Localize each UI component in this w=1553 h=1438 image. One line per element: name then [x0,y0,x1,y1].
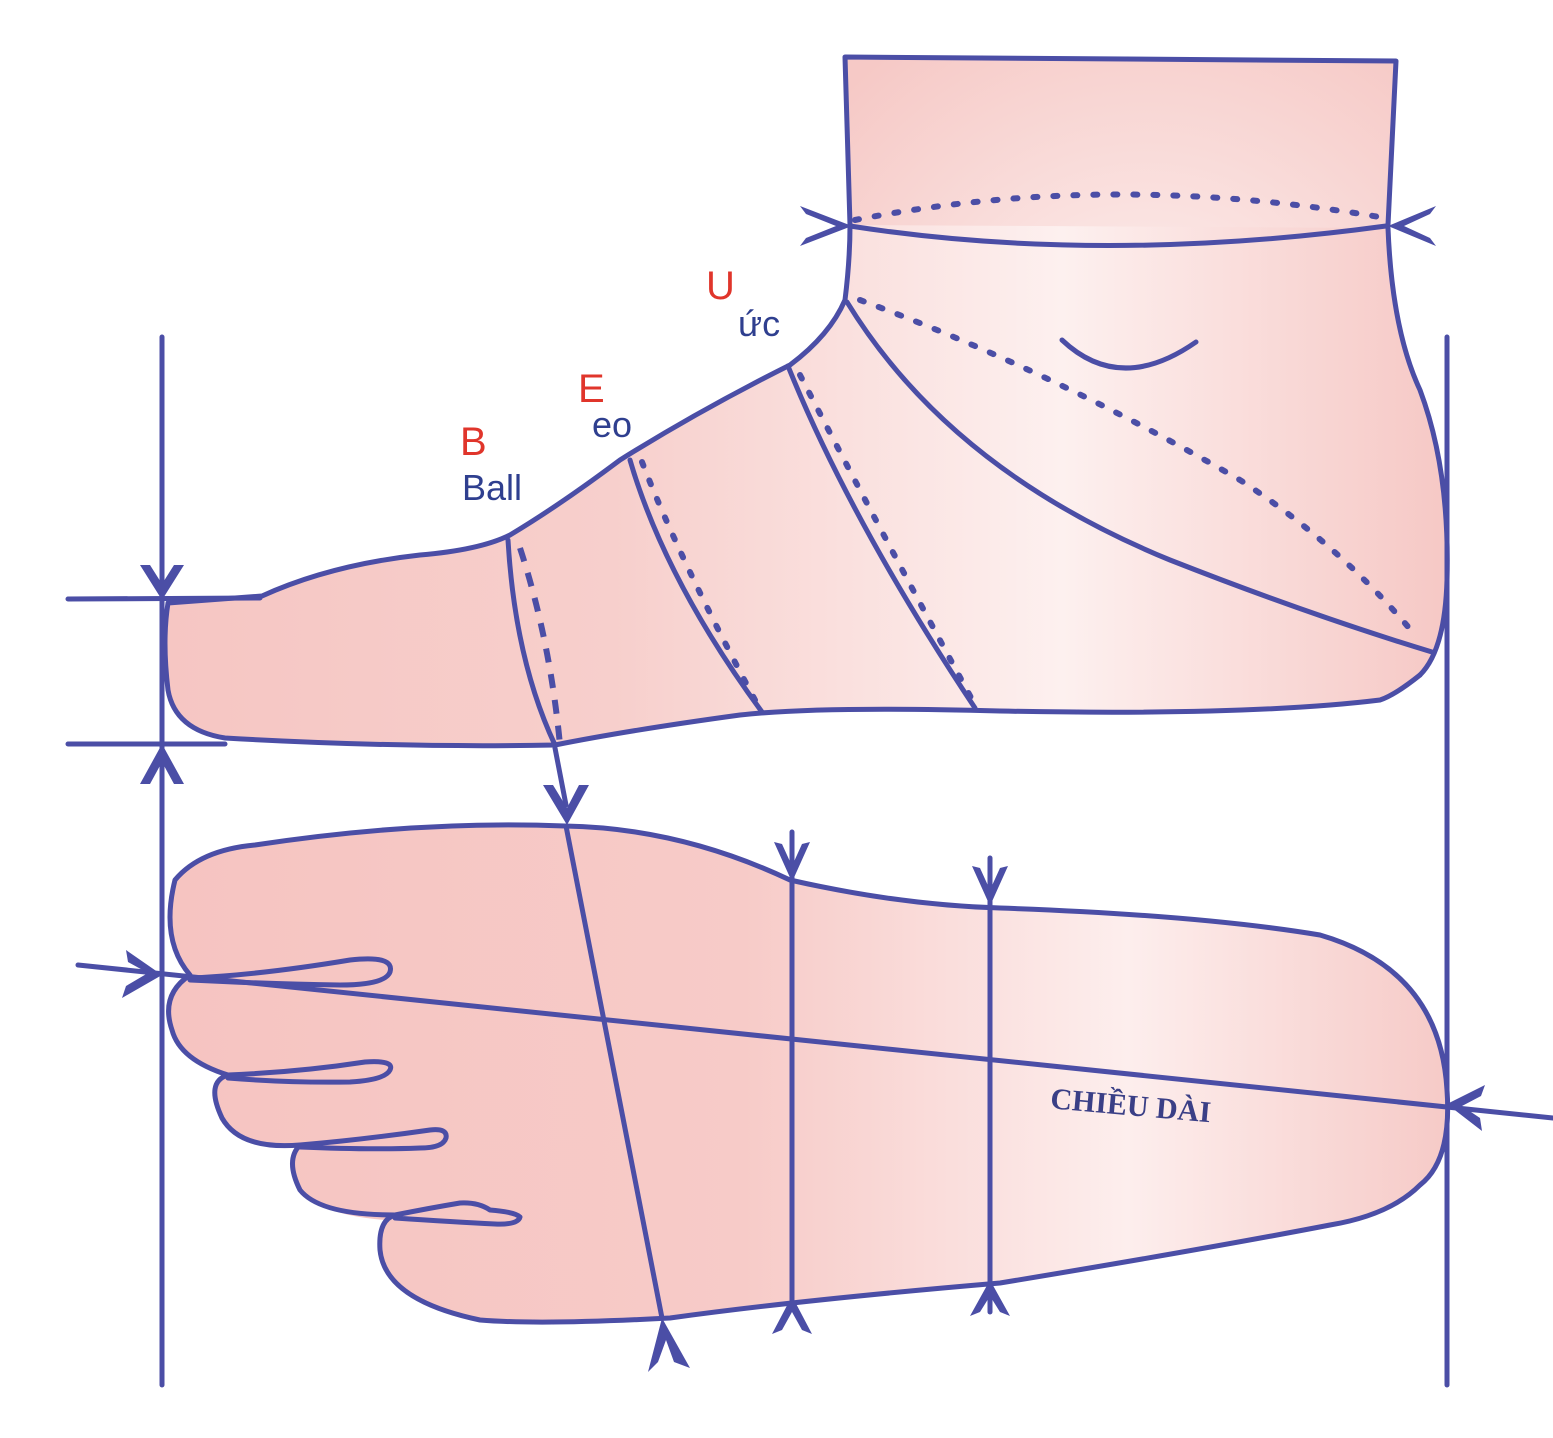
ankle-bone-curve [1059,337,1199,371]
instep-width-arrow-bottom [970,1280,1010,1316]
sole-outline [166,822,1451,1325]
length-line [75,962,1553,1121]
waist-word: eo [592,404,632,445]
waist-girth-line [627,457,765,715]
leg-outline [842,54,1399,228]
side-foot-shape [165,225,1448,746]
instep-girth-line [785,363,978,711]
sole-shape [168,824,1448,1323]
side-foot-outline [162,222,1423,749]
instep-girth-dotted [797,372,978,708]
ball-connector-line [552,745,569,808]
ankle-left-arrow [800,206,852,246]
ball-girth-line [505,537,558,748]
length-arrow-heel [1447,1085,1485,1131]
instep-letter: U [706,264,735,308]
ankle-girth-back-dotted [852,191,1388,223]
toe-gap-4 [392,1200,523,1227]
waist-girth-dotted [639,459,758,703]
heel-girth-line [844,299,1435,655]
ankle-girth-line [847,223,1389,248]
instep-width-arrow-top [972,866,1008,906]
toe-gap-3 [297,1127,449,1152]
waist-width-arrow-bottom [772,1296,812,1334]
ball-word: Ball [462,467,522,508]
ball-width-arrow [648,1318,690,1372]
instep-word: ức [738,303,780,344]
ball-letter: B [460,420,487,464]
ankle-right-arrow [1388,206,1436,246]
toe-height-arrow-down [140,565,184,600]
waist-letter: E [578,367,605,411]
heel-back-outline [1385,225,1450,678]
waist-width-arrow-top [774,842,810,882]
ball-connector-arrow [543,785,589,825]
ball-width-line [563,823,665,1321]
length-arrow-toe [122,950,162,998]
toe-height-arrow-up [140,744,184,784]
toe-gap-2 [225,1059,394,1085]
